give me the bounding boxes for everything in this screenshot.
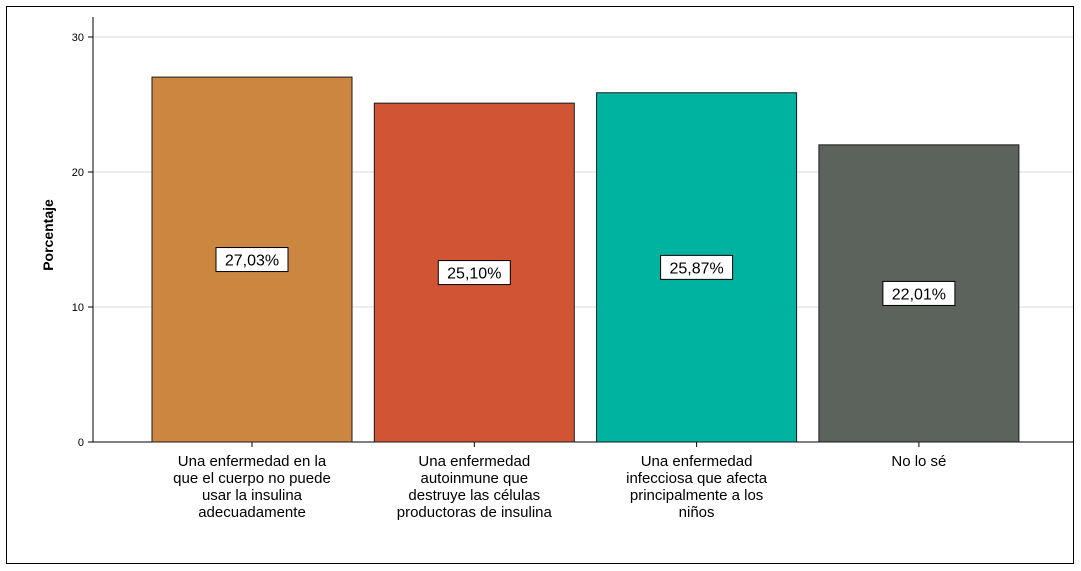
data-labels: 27,03% 25,10% 25,87% 22,01% [215, 247, 956, 306]
data-label-text: 27,03% [225, 253, 279, 270]
x-tick-label-line: Una enfermedad [641, 453, 753, 470]
x-tick-label-line: que el cuerpo no puede [173, 470, 331, 487]
y-axis-title: Porcentaje [40, 199, 56, 271]
y-tick-label: 10 [72, 302, 84, 314]
x-tick-label-line: No lo sé [891, 453, 946, 470]
data-label-text: 25,10% [447, 266, 501, 283]
chart-frame: 0 10 20 30 27,03% 25,10% 25,87% 22,01% Una enf… [6, 6, 1074, 564]
x-tick-label-line: niños [679, 504, 715, 521]
data-label: 27,03% [215, 247, 289, 273]
x-tick-label-line: Una enfermedad [418, 453, 530, 470]
data-label-text: 22,01% [892, 286, 946, 303]
x-tick-label: Una enfermedad infecciosa que afecta princ… [626, 453, 768, 521]
data-label-box [215, 247, 289, 273]
y-tick-label: 30 [72, 32, 84, 44]
x-tick-label-line: usar la insulina [202, 487, 303, 504]
data-label: 22,01% [882, 280, 956, 306]
y-tick-label: 0 [78, 437, 84, 449]
data-label: 25,10% [437, 260, 511, 286]
bar-chart: 0 10 20 30 27,03% 25,10% 25,87% 22,01% Una enf… [40, 17, 1073, 521]
x-tick-label-line: autoinmune que [421, 470, 529, 487]
x-tick-label-line: destruye las células [408, 487, 540, 504]
x-tick-label-line: infecciosa que afecta [626, 470, 768, 487]
x-tick-label: Una enfermedad en la que el cuerpo no pue… [173, 453, 331, 521]
x-tick-label: No lo sé [891, 453, 946, 470]
x-tick-label: Una enfermedad autoinmune que destruye las… [397, 453, 553, 521]
category-labels: Una enfermedad en la que el cuerpo no pue… [173, 453, 946, 521]
bars [151, 76, 1020, 443]
data-label-box [660, 254, 734, 280]
x-tick-label-line: Una enfermedad en la [178, 453, 327, 470]
data-label-text: 25,87% [669, 260, 723, 277]
x-tick-label-line: principalmente a los [630, 487, 763, 504]
data-label: 25,87% [660, 254, 734, 280]
x-tick-label-line: productoras de insulina [397, 504, 553, 521]
data-label-box [437, 260, 511, 286]
y-tick-label: 20 [72, 167, 84, 179]
x-tick-label-line: adecuadamente [198, 504, 306, 521]
data-label-box [882, 280, 956, 306]
